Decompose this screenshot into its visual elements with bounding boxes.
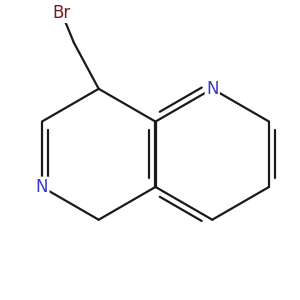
Text: N: N xyxy=(36,178,48,196)
Text: Br: Br xyxy=(52,4,71,22)
Text: N: N xyxy=(206,80,218,98)
